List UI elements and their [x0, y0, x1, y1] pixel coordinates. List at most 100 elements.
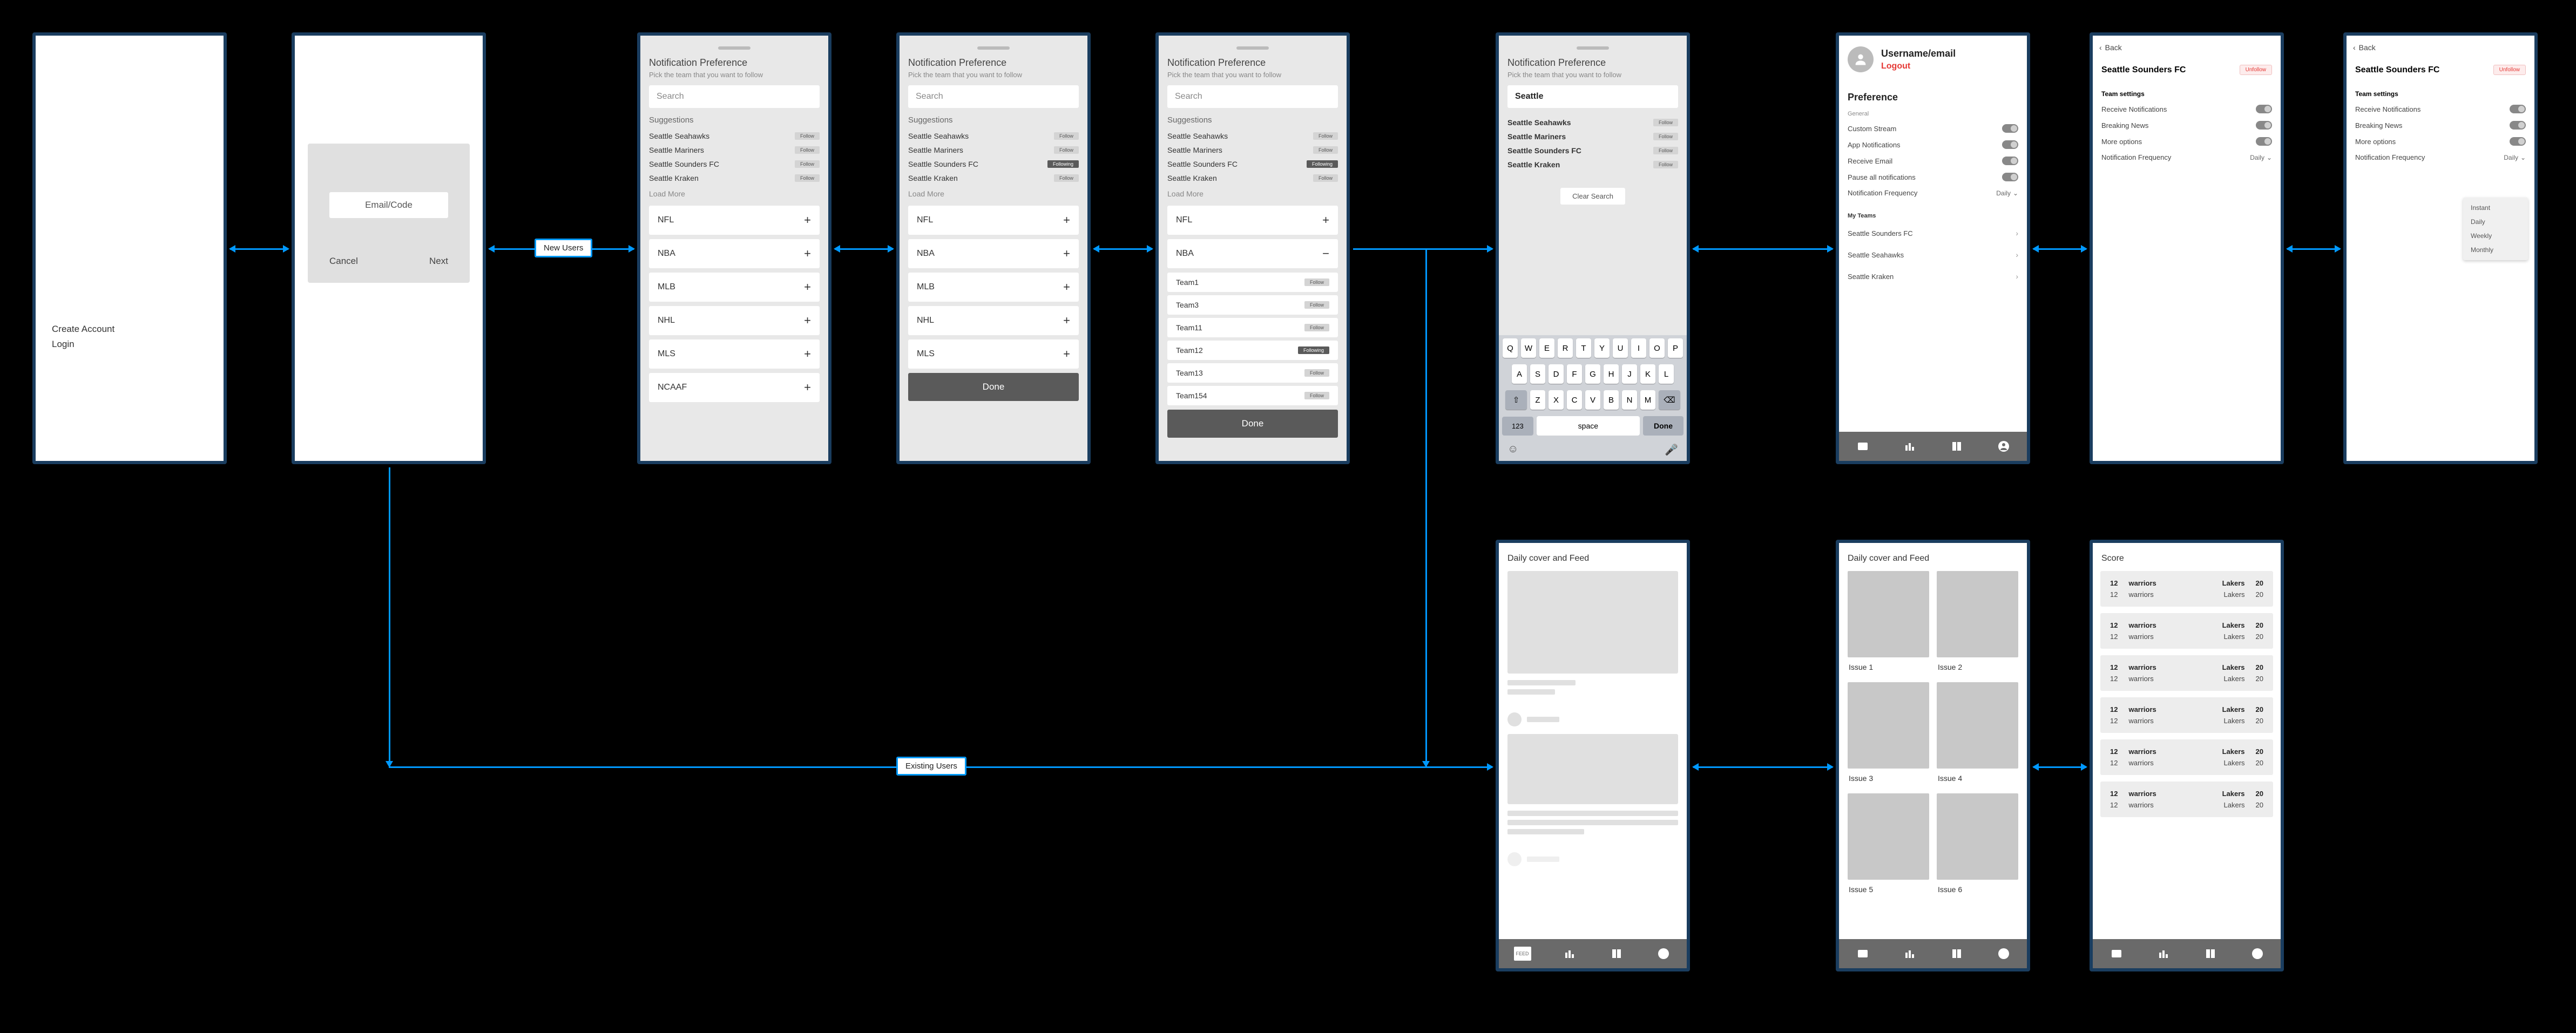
keyboard-key[interactable]: X	[1549, 390, 1564, 410]
league-row[interactable]: NHL+	[908, 306, 1079, 335]
team-link-row[interactable]: Seattle Sounders FC›	[1839, 222, 2027, 244]
toggle-switch[interactable]	[2002, 157, 2018, 165]
follow-button[interactable]: Follow	[1653, 119, 1678, 126]
team-frequency-row[interactable]: Notification Frequency Daily ⌄	[2093, 149, 2281, 165]
keyboard-key[interactable]: T	[1576, 338, 1591, 358]
issue-card[interactable]: Issue 2	[1937, 571, 2018, 675]
unfollow-button[interactable]: Unfollow	[2240, 65, 2272, 75]
score-card[interactable]: 12warriorsLakers20 12warriorsLakers20	[2100, 613, 2273, 649]
keyboard-key[interactable]: M	[1640, 390, 1655, 410]
follow-button[interactable]: Follow	[1054, 146, 1079, 154]
score-card[interactable]: 12warriorsLakers20 12warriorsLakers20	[2100, 655, 2273, 691]
follow-button[interactable]: Follow	[1054, 174, 1079, 182]
follow-button[interactable]: Follow	[1653, 147, 1678, 154]
nav-profile-icon[interactable]	[1995, 947, 2012, 961]
league-row[interactable]: MLS+	[649, 339, 820, 369]
league-row[interactable]: NHL+	[649, 306, 820, 335]
keyboard-key[interactable]: Q	[1503, 338, 1518, 358]
keyboard-key[interactable]: S	[1530, 364, 1545, 384]
setting-toggle-row[interactable]: More options	[2093, 133, 2281, 149]
setting-toggle-row[interactable]: Receive Notifications	[2093, 101, 2281, 117]
keyboard-key[interactable]: O	[1649, 338, 1665, 358]
keyboard-key[interactable]: A	[1512, 364, 1527, 384]
league-row[interactable]: MLS+	[908, 339, 1079, 369]
league-row[interactable]: NFL+	[649, 206, 820, 235]
toggle-switch[interactable]	[2256, 137, 2272, 146]
nav-scores-icon[interactable]	[1901, 439, 1918, 453]
setting-toggle-row[interactable]: More options	[2347, 133, 2534, 149]
nav-feed-icon[interactable]: FEED	[1514, 947, 1531, 961]
setting-toggle-row[interactable]: Receive Email	[1839, 153, 2027, 169]
toggle-switch[interactable]	[2510, 121, 2526, 130]
search-input[interactable]: Seattle	[1507, 85, 1678, 108]
keyboard-key[interactable]: Y	[1594, 338, 1610, 358]
keyboard-key[interactable]: I	[1631, 338, 1646, 358]
keyboard-key[interactable]: D	[1549, 364, 1564, 384]
nav-feed-icon[interactable]	[1854, 439, 1871, 453]
follow-button[interactable]: Follow	[795, 174, 820, 182]
follow-button[interactable]: Follow	[1304, 369, 1329, 377]
keyboard-key[interactable]: K	[1640, 364, 1655, 384]
search-input[interactable]: Search	[1167, 85, 1338, 108]
score-card[interactable]: 12warriorsLakers20 12warriorsLakers20	[2100, 739, 2273, 775]
setting-toggle-row[interactable]: Custom Stream	[1839, 120, 2027, 137]
setting-toggle-row[interactable]: Breaking News	[2347, 117, 2534, 133]
follow-button[interactable]: Follow	[1304, 392, 1329, 399]
toggle-switch[interactable]	[2510, 105, 2526, 113]
space-key[interactable]: space	[1537, 416, 1640, 436]
keyboard-key[interactable]: V	[1585, 390, 1600, 410]
toggle-switch[interactable]	[2002, 173, 2018, 181]
sheet-handle[interactable]	[1236, 46, 1269, 50]
toggle-switch[interactable]	[2002, 140, 2018, 149]
follow-button[interactable]: Follow	[1313, 146, 1338, 154]
league-row[interactable]: NBA+	[649, 239, 820, 268]
keyboard-key[interactable]: W	[1521, 338, 1536, 358]
score-card[interactable]: 12warriorsLakers20 12warriorsLakers20	[2100, 781, 2273, 817]
score-card[interactable]: 12warriorsLakers20 12warriorsLakers20	[2100, 697, 2273, 733]
feed-card-image[interactable]	[1507, 734, 1678, 804]
backspace-key[interactable]: ⌫	[1659, 390, 1680, 410]
keyboard-done-key[interactable]: Done	[1643, 416, 1683, 436]
setting-toggle-row[interactable]: Pause all notifications	[1839, 169, 2027, 185]
nav-scores-icon[interactable]	[1561, 947, 1578, 961]
follow-button[interactable]: Follow	[1313, 174, 1338, 182]
done-button[interactable]: Done	[1167, 410, 1338, 438]
dropdown-option[interactable]: Instant	[2463, 201, 2528, 215]
numeric-key[interactable]: 123	[1502, 417, 1533, 436]
keyboard-key[interactable]: R	[1558, 338, 1573, 358]
nav-library-icon[interactable]	[1608, 947, 1625, 961]
dropdown-option[interactable]: Monthly	[2463, 243, 2528, 257]
keyboard-key[interactable]: J	[1622, 364, 1637, 384]
keyboard-key[interactable]: L	[1659, 364, 1674, 384]
nav-profile-icon[interactable]	[2249, 947, 2266, 961]
login-link[interactable]: Login	[52, 337, 207, 352]
create-account-link[interactable]: Create Account	[52, 322, 207, 337]
next-button[interactable]: Next	[429, 256, 448, 267]
sheet-handle[interactable]	[977, 46, 1010, 50]
issue-card[interactable]: Issue 1	[1848, 571, 1929, 675]
setting-toggle-row[interactable]: App Notifications	[1839, 137, 2027, 153]
sheet-handle[interactable]	[718, 46, 751, 50]
follow-button[interactable]: Follow	[795, 160, 820, 168]
team-link-row[interactable]: Seattle Seahawks›	[1839, 244, 2027, 266]
setting-toggle-row[interactable]: Receive Notifications	[2347, 101, 2534, 117]
follow-button[interactable]: Follow	[795, 146, 820, 154]
league-row[interactable]: MLB+	[649, 273, 820, 302]
unfollow-button[interactable]: Unfollow	[2493, 65, 2526, 75]
nav-library-icon[interactable]	[1948, 439, 1965, 453]
setting-toggle-row[interactable]: Breaking News	[2093, 117, 2281, 133]
keyboard-key[interactable]: Z	[1530, 390, 1545, 410]
toggle-switch[interactable]	[2256, 105, 2272, 113]
back-button[interactable]: ‹Back	[2093, 36, 2281, 59]
dropdown-option[interactable]: Weekly	[2463, 229, 2528, 243]
dropdown-option[interactable]: Daily	[2463, 215, 2528, 229]
email-code-input[interactable]: Email/Code	[329, 192, 448, 218]
nav-profile-icon[interactable]	[1995, 439, 2012, 453]
league-row-nfl[interactable]: NFL+	[1167, 206, 1338, 235]
follow-button[interactable]: Follow	[1653, 161, 1678, 168]
toggle-switch[interactable]	[2002, 124, 2018, 133]
load-more-button[interactable]: Load More	[908, 189, 1079, 198]
follow-button[interactable]: Following	[1298, 346, 1329, 354]
issue-card[interactable]: Issue 4	[1937, 682, 2018, 786]
keyboard-key[interactable]: G	[1585, 364, 1600, 384]
